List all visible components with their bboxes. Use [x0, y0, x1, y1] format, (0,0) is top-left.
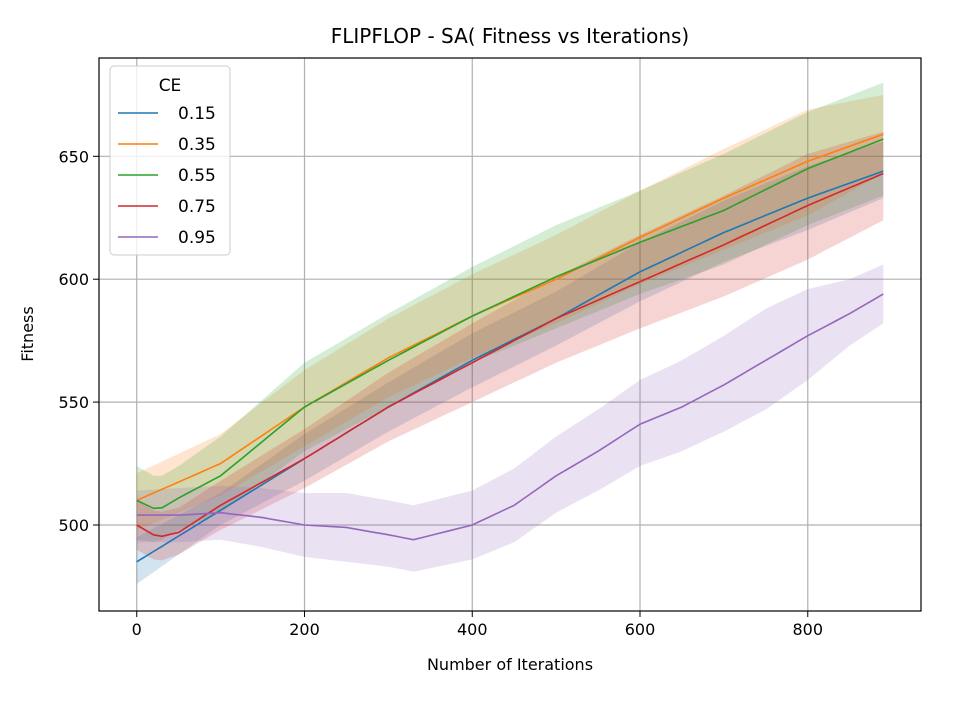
x-tick-label: 0 — [132, 620, 142, 639]
line-ce-0.15 — [136, 170, 884, 563]
plot-frame — [98, 57, 922, 612]
band-ce-0.75 — [136, 131, 884, 561]
confidence-bands — [136, 82, 884, 584]
x-tick-label: 600 — [625, 620, 656, 639]
y-axis-ticks: 500 550 600 650 — [58, 147, 99, 535]
x-tick-label: 400 — [457, 620, 488, 639]
band-ce-0.95 — [136, 264, 884, 572]
line-ce-0.55 — [136, 138, 884, 510]
legend-label-0.75: 0.75 — [178, 197, 216, 217]
legend-label-0.15: 0.15 — [178, 104, 216, 124]
line-ce-0.95 — [136, 293, 884, 541]
legend: CE 0.15 0.35 0.55 0.75 0.95 — [109, 65, 231, 256]
band-ce-0.15 — [136, 141, 884, 584]
legend-label-0.35: 0.35 — [178, 135, 216, 155]
line-ce-0.75 — [136, 172, 884, 538]
legend-title: CE — [159, 76, 182, 96]
x-tick-label: 800 — [792, 620, 823, 639]
y-tick-label: 600 — [58, 270, 89, 289]
band-ce-0.35 — [136, 94, 884, 530]
legend-label-0.55: 0.55 — [178, 166, 216, 186]
y-axis-label: Fitness — [18, 306, 37, 361]
legend-label-0.95: 0.95 — [178, 228, 216, 248]
x-axis-ticks: 0 200 400 600 800 — [132, 611, 823, 639]
grid — [99, 58, 921, 611]
y-tick-label: 650 — [58, 147, 89, 166]
x-tick-label: 200 — [289, 620, 320, 639]
line-ce-0.35 — [136, 133, 884, 502]
chart-title: FLIPFLOP - SA( Fitness vs Iterations) — [331, 24, 689, 48]
x-axis-label: Number of Iterations — [427, 655, 593, 674]
y-tick-label: 550 — [58, 393, 89, 412]
band-ce-0.55 — [136, 82, 884, 542]
legend-items: 0.15 0.35 0.55 0.75 0.95 — [118, 104, 216, 248]
series-lines — [136, 133, 884, 563]
y-tick-label: 500 — [58, 516, 89, 535]
